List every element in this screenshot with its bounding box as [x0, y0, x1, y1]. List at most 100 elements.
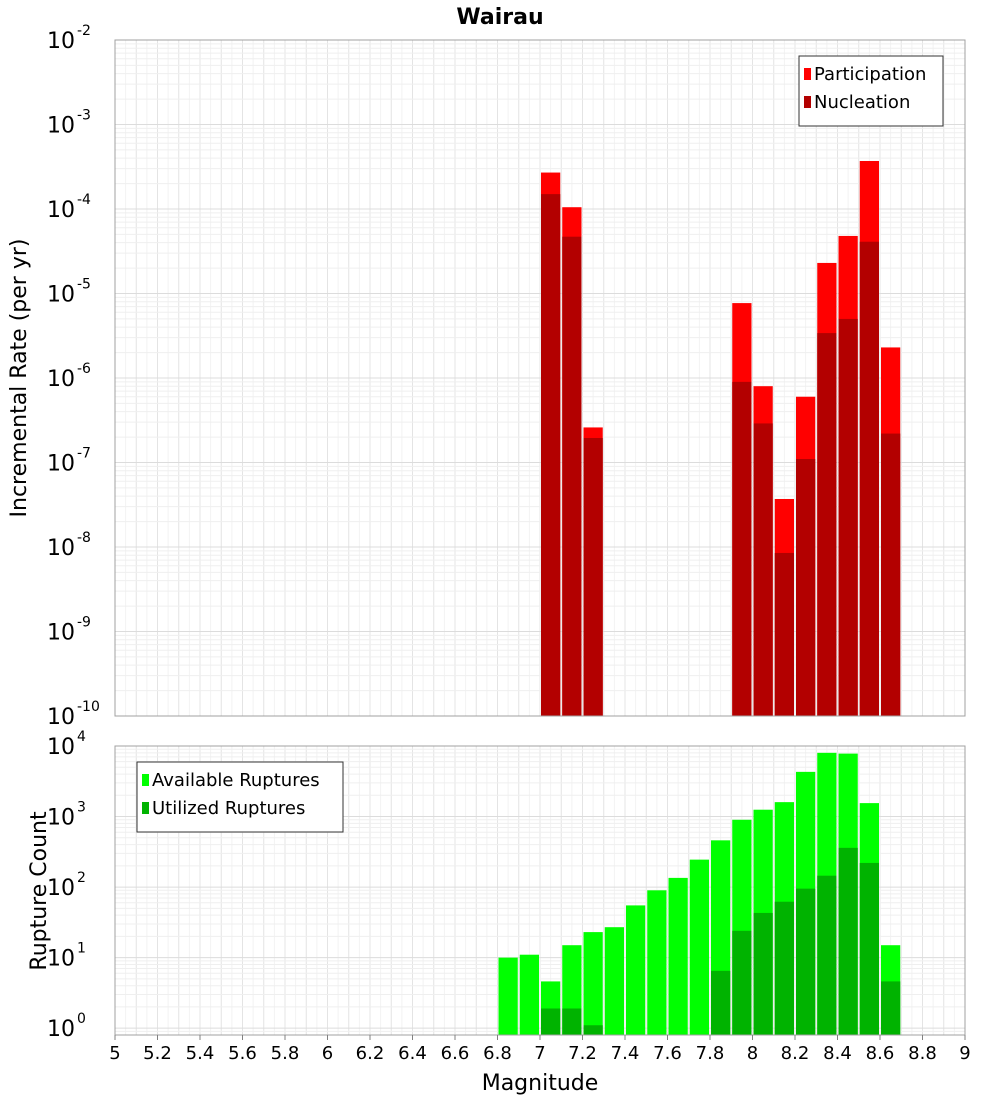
- x-tick-label: 8.6: [866, 1043, 895, 1064]
- y-tick-base: 10: [47, 806, 75, 831]
- bar-count-utilized-ruptures: [881, 981, 901, 1035]
- y-tick-base: 10: [47, 1017, 75, 1042]
- legend-label: Nucleation: [814, 92, 910, 113]
- y-tick-base: 10: [47, 452, 75, 477]
- y-tick-label: 10: [47, 876, 75, 901]
- y-tick-exponent: 0: [77, 1011, 86, 1027]
- x-tick-label: 8.8: [908, 1043, 937, 1064]
- bar-rate-nucleation: [859, 241, 879, 716]
- bar-rate-nucleation: [881, 433, 901, 716]
- bar-count-utilized-ruptures: [774, 901, 794, 1035]
- x-tick-label: 5.8: [271, 1043, 300, 1064]
- bar-count-available-ruptures: [689, 859, 709, 1035]
- bar-count-available-ruptures: [498, 957, 518, 1035]
- y-tick-label: 10: [47, 1017, 75, 1042]
- y-tick-label: 10: [47, 621, 75, 646]
- y-tick-base: 10: [47, 367, 75, 392]
- y-tick-exponent: 4: [77, 729, 86, 745]
- bar-count-utilized-ruptures: [753, 912, 773, 1035]
- bar-count-available-ruptures: [583, 932, 603, 1035]
- y-tick-exponent: -5: [77, 277, 91, 293]
- y-tick-base: 10: [47, 735, 75, 760]
- y-tick-label: 10: [47, 947, 75, 972]
- x-tick-label: 8.2: [781, 1043, 810, 1064]
- y-tick-label: 10: [47, 29, 75, 54]
- y-tick-base: 10: [47, 621, 75, 646]
- count-y-axis-label: Rupture Count: [27, 811, 52, 971]
- bar-rate-nucleation: [753, 423, 773, 716]
- bar-rate-nucleation: [732, 381, 752, 716]
- bar-rate-nucleation: [562, 236, 582, 716]
- plot-frame: [114, 39, 966, 717]
- bar-count-utilized-ruptures: [796, 888, 816, 1035]
- bar-count-available-ruptures: [604, 927, 624, 1035]
- x-tick-label: 7.4: [611, 1043, 640, 1064]
- bar-count-available-ruptures: [626, 905, 646, 1035]
- bar-count-utilized-ruptures: [838, 847, 858, 1035]
- legend-box: [136, 761, 344, 833]
- bar-count-utilized-ruptures: [732, 930, 752, 1035]
- bar-count-utilized-ruptures: [711, 970, 731, 1035]
- x-tick-label: 6.6: [441, 1043, 470, 1064]
- x-tick-label: 5.2: [143, 1043, 172, 1064]
- bar-count-utilized-ruptures: [583, 1025, 603, 1035]
- x-axis-label: Magnitude: [482, 1071, 599, 1096]
- bar-rate-nucleation: [583, 437, 603, 716]
- x-tick-label: 6.8: [483, 1043, 512, 1064]
- y-tick-label: 10: [47, 536, 75, 561]
- y-tick-base: 10: [47, 705, 75, 730]
- x-tick-label: 7.8: [696, 1043, 725, 1064]
- bar-count-utilized-ruptures: [817, 875, 837, 1035]
- bar-count-available-ruptures: [647, 890, 667, 1035]
- legend-swatch: [804, 68, 811, 80]
- rate-panel: 10-210-310-410-510-610-710-810-910 -10Par…: [47, 23, 966, 730]
- y-tick-exponent: -8: [77, 530, 91, 546]
- y-tick-base: 10: [47, 283, 75, 308]
- x-tick-label: 5.6: [228, 1043, 257, 1064]
- y-tick-exponent: -2: [77, 23, 91, 39]
- legend: Available Ruptures Utilized Ruptures: [136, 761, 344, 833]
- bar-rate-nucleation: [774, 552, 794, 716]
- bar-rate-nucleation: [838, 318, 858, 716]
- bar-count-available-ruptures: [668, 877, 688, 1035]
- x-tick-label: 9: [959, 1043, 970, 1064]
- y-tick-base: 10: [47, 198, 75, 223]
- x-tick-label: 7.6: [653, 1043, 682, 1064]
- y-tick-label: 10: [47, 114, 75, 139]
- rate-y-axis-label: Incremental Rate (per yr): [7, 239, 32, 518]
- y-tick-label: 10: [47, 705, 75, 730]
- legend: Participation Nucleation: [798, 55, 944, 127]
- y-tick-exponent: -3: [77, 108, 91, 124]
- x-tick-label: 7.2: [568, 1043, 597, 1064]
- legend-swatch: [804, 96, 811, 108]
- bar-rate-nucleation: [541, 194, 561, 716]
- y-tick-label: 10: [47, 198, 75, 223]
- legend-label: Available Ruptures: [152, 770, 320, 791]
- legend-swatch: [142, 774, 149, 786]
- y-tick-base: 10: [47, 114, 75, 139]
- chart-title: Wairau: [456, 5, 543, 30]
- y-tick-exponent: 1: [77, 941, 86, 957]
- bar-count-available-ruptures: [519, 954, 539, 1035]
- bar-rate-nucleation: [817, 333, 837, 716]
- y-tick-exponent: -6: [77, 361, 91, 377]
- y-tick-exponent: -9: [77, 615, 91, 631]
- bar-count-utilized-ruptures: [562, 1008, 582, 1035]
- legend-label: Participation: [814, 64, 926, 85]
- y-tick-base: 10: [47, 947, 75, 972]
- x-tick-label: 6.4: [398, 1043, 427, 1064]
- x-tick-label: 7: [534, 1043, 545, 1064]
- bar-rate-nucleation: [796, 459, 816, 716]
- y-tick-exponent: -7: [77, 446, 91, 462]
- legend-label: Utilized Ruptures: [152, 798, 305, 819]
- y-tick-label: 10: [47, 735, 75, 760]
- x-tick-label: 6.2: [356, 1043, 385, 1064]
- y-tick-exponent: 3: [77, 800, 86, 816]
- x-tick-label: 5.4: [186, 1043, 215, 1064]
- y-tick-label: 10: [47, 367, 75, 392]
- y-tick-base: 10: [47, 29, 75, 54]
- y-tick-exponent: 2: [77, 870, 86, 886]
- y-tick-base: 10: [47, 536, 75, 561]
